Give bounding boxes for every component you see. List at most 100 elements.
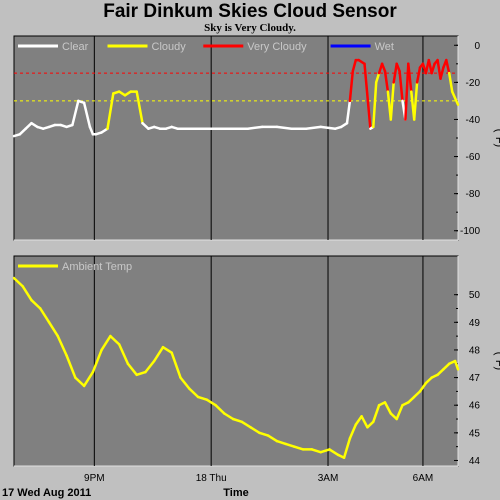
page-title: Fair Dinkum Skies Cloud Sensor	[103, 1, 397, 22]
data-segment	[82, 370, 95, 388]
y-tick-label: 50	[469, 290, 481, 301]
y-tick-label: 49	[469, 318, 481, 329]
data-segment	[360, 415, 369, 429]
ambient-temperature-panel: 50 49 48 47 46 45 44 (°F) Ambient Temp 9PM 18 Thu 3…	[12, 255, 500, 484]
data-segment	[430, 62, 436, 75]
sky-temperature-panel: 0 -20 -40 -60 -80 -100 (°F) Clear Cloudy Very Clo…	[12, 35, 500, 241]
legend-label: Very Cloudy	[247, 41, 307, 53]
legend-label: Ambient Temp	[62, 261, 132, 273]
data-segment	[231, 417, 244, 424]
y-tick-label: 47	[469, 373, 481, 384]
footer-date: 17 Wed Aug 2011	[2, 487, 91, 499]
data-segment	[398, 69, 404, 103]
y-tick-label: -20	[466, 78, 481, 89]
data-segment	[395, 62, 401, 73]
data-segment	[135, 370, 147, 377]
data-segment	[412, 81, 419, 121]
y-axis-unit: (°F)	[493, 129, 500, 147]
data-segment	[372, 403, 381, 424]
data-segment	[135, 90, 144, 125]
data-segment	[117, 343, 130, 366]
x-tick-label: 3AM	[318, 473, 339, 484]
data-segment	[24, 121, 33, 130]
y-tick-label: 44	[469, 456, 481, 467]
data-segment	[445, 58, 451, 75]
page-subtitle: Sky is Very Cloudy.	[204, 22, 296, 34]
y-tick-label: 0	[474, 41, 480, 52]
data-segment	[170, 351, 182, 379]
y-tick-label: -100	[460, 226, 480, 237]
data-segment	[412, 390, 422, 399]
data-segment	[389, 412, 398, 421]
data-segment	[126, 362, 138, 377]
y-tick-label: -60	[466, 152, 481, 163]
data-segment	[310, 448, 322, 454]
data-segment	[284, 442, 296, 448]
data-segment	[240, 420, 252, 429]
legend-label: Clear	[62, 41, 89, 53]
data-segment	[342, 437, 352, 459]
data-segment	[109, 334, 121, 346]
data-segment	[418, 381, 428, 393]
data-segment	[404, 62, 410, 121]
data-segment	[56, 334, 68, 357]
data-segment	[392, 62, 398, 84]
data-segment	[447, 71, 454, 93]
data-segment	[354, 415, 363, 426]
data-segment	[249, 426, 261, 435]
data-segment	[30, 298, 42, 310]
x-tick-label: 18 Thu	[196, 473, 227, 484]
data-segment	[442, 362, 451, 371]
plot-area	[13, 255, 459, 467]
data-segment	[439, 66, 445, 80]
data-segment	[383, 401, 393, 415]
legend-label: Wet	[375, 41, 394, 53]
y-tick-label: -80	[466, 189, 481, 200]
data-segment	[214, 403, 226, 415]
data-segment	[366, 420, 375, 429]
data-segment	[39, 307, 51, 324]
data-segment	[74, 376, 86, 388]
data-segment	[106, 92, 115, 130]
data-segment	[47, 321, 60, 338]
x-tick-label: 9PM	[84, 473, 105, 484]
data-segment	[258, 431, 270, 437]
data-segment	[161, 345, 173, 354]
data-segment	[100, 334, 112, 352]
data-segment	[246, 125, 264, 130]
data-segment	[348, 69, 355, 103]
data-segment	[319, 448, 331, 454]
data-segment	[196, 395, 209, 401]
data-segment	[348, 423, 358, 440]
x-tick-label: 6AM	[413, 473, 434, 484]
y-axis-unit: (°F)	[493, 352, 500, 370]
y-tick-label: 48	[469, 345, 481, 356]
x-axis-label: Time	[223, 487, 248, 499]
data-segment	[372, 81, 378, 129]
data-segment	[415, 66, 422, 84]
y-tick-label: -40	[466, 115, 481, 126]
plot-area	[13, 35, 459, 241]
data-segment	[374, 71, 381, 84]
data-segment	[389, 81, 395, 121]
data-segment	[450, 90, 460, 106]
data-segment	[188, 387, 200, 399]
data-segment	[223, 412, 235, 421]
data-segment	[82, 101, 92, 129]
data-segment	[12, 276, 25, 288]
legend-label: Cloudy	[152, 41, 187, 53]
data-segment	[91, 348, 103, 374]
data-segment	[21, 285, 33, 302]
data-segment	[293, 445, 305, 451]
data-segment	[275, 125, 293, 130]
data-segment	[144, 359, 156, 374]
data-segment	[88, 125, 95, 136]
data-segment	[71, 99, 80, 127]
data-segment	[266, 434, 279, 443]
data-segment	[395, 403, 404, 421]
data-segment	[345, 99, 352, 125]
data-segment	[18, 127, 27, 136]
data-segment	[407, 62, 413, 93]
data-segment	[328, 448, 340, 457]
